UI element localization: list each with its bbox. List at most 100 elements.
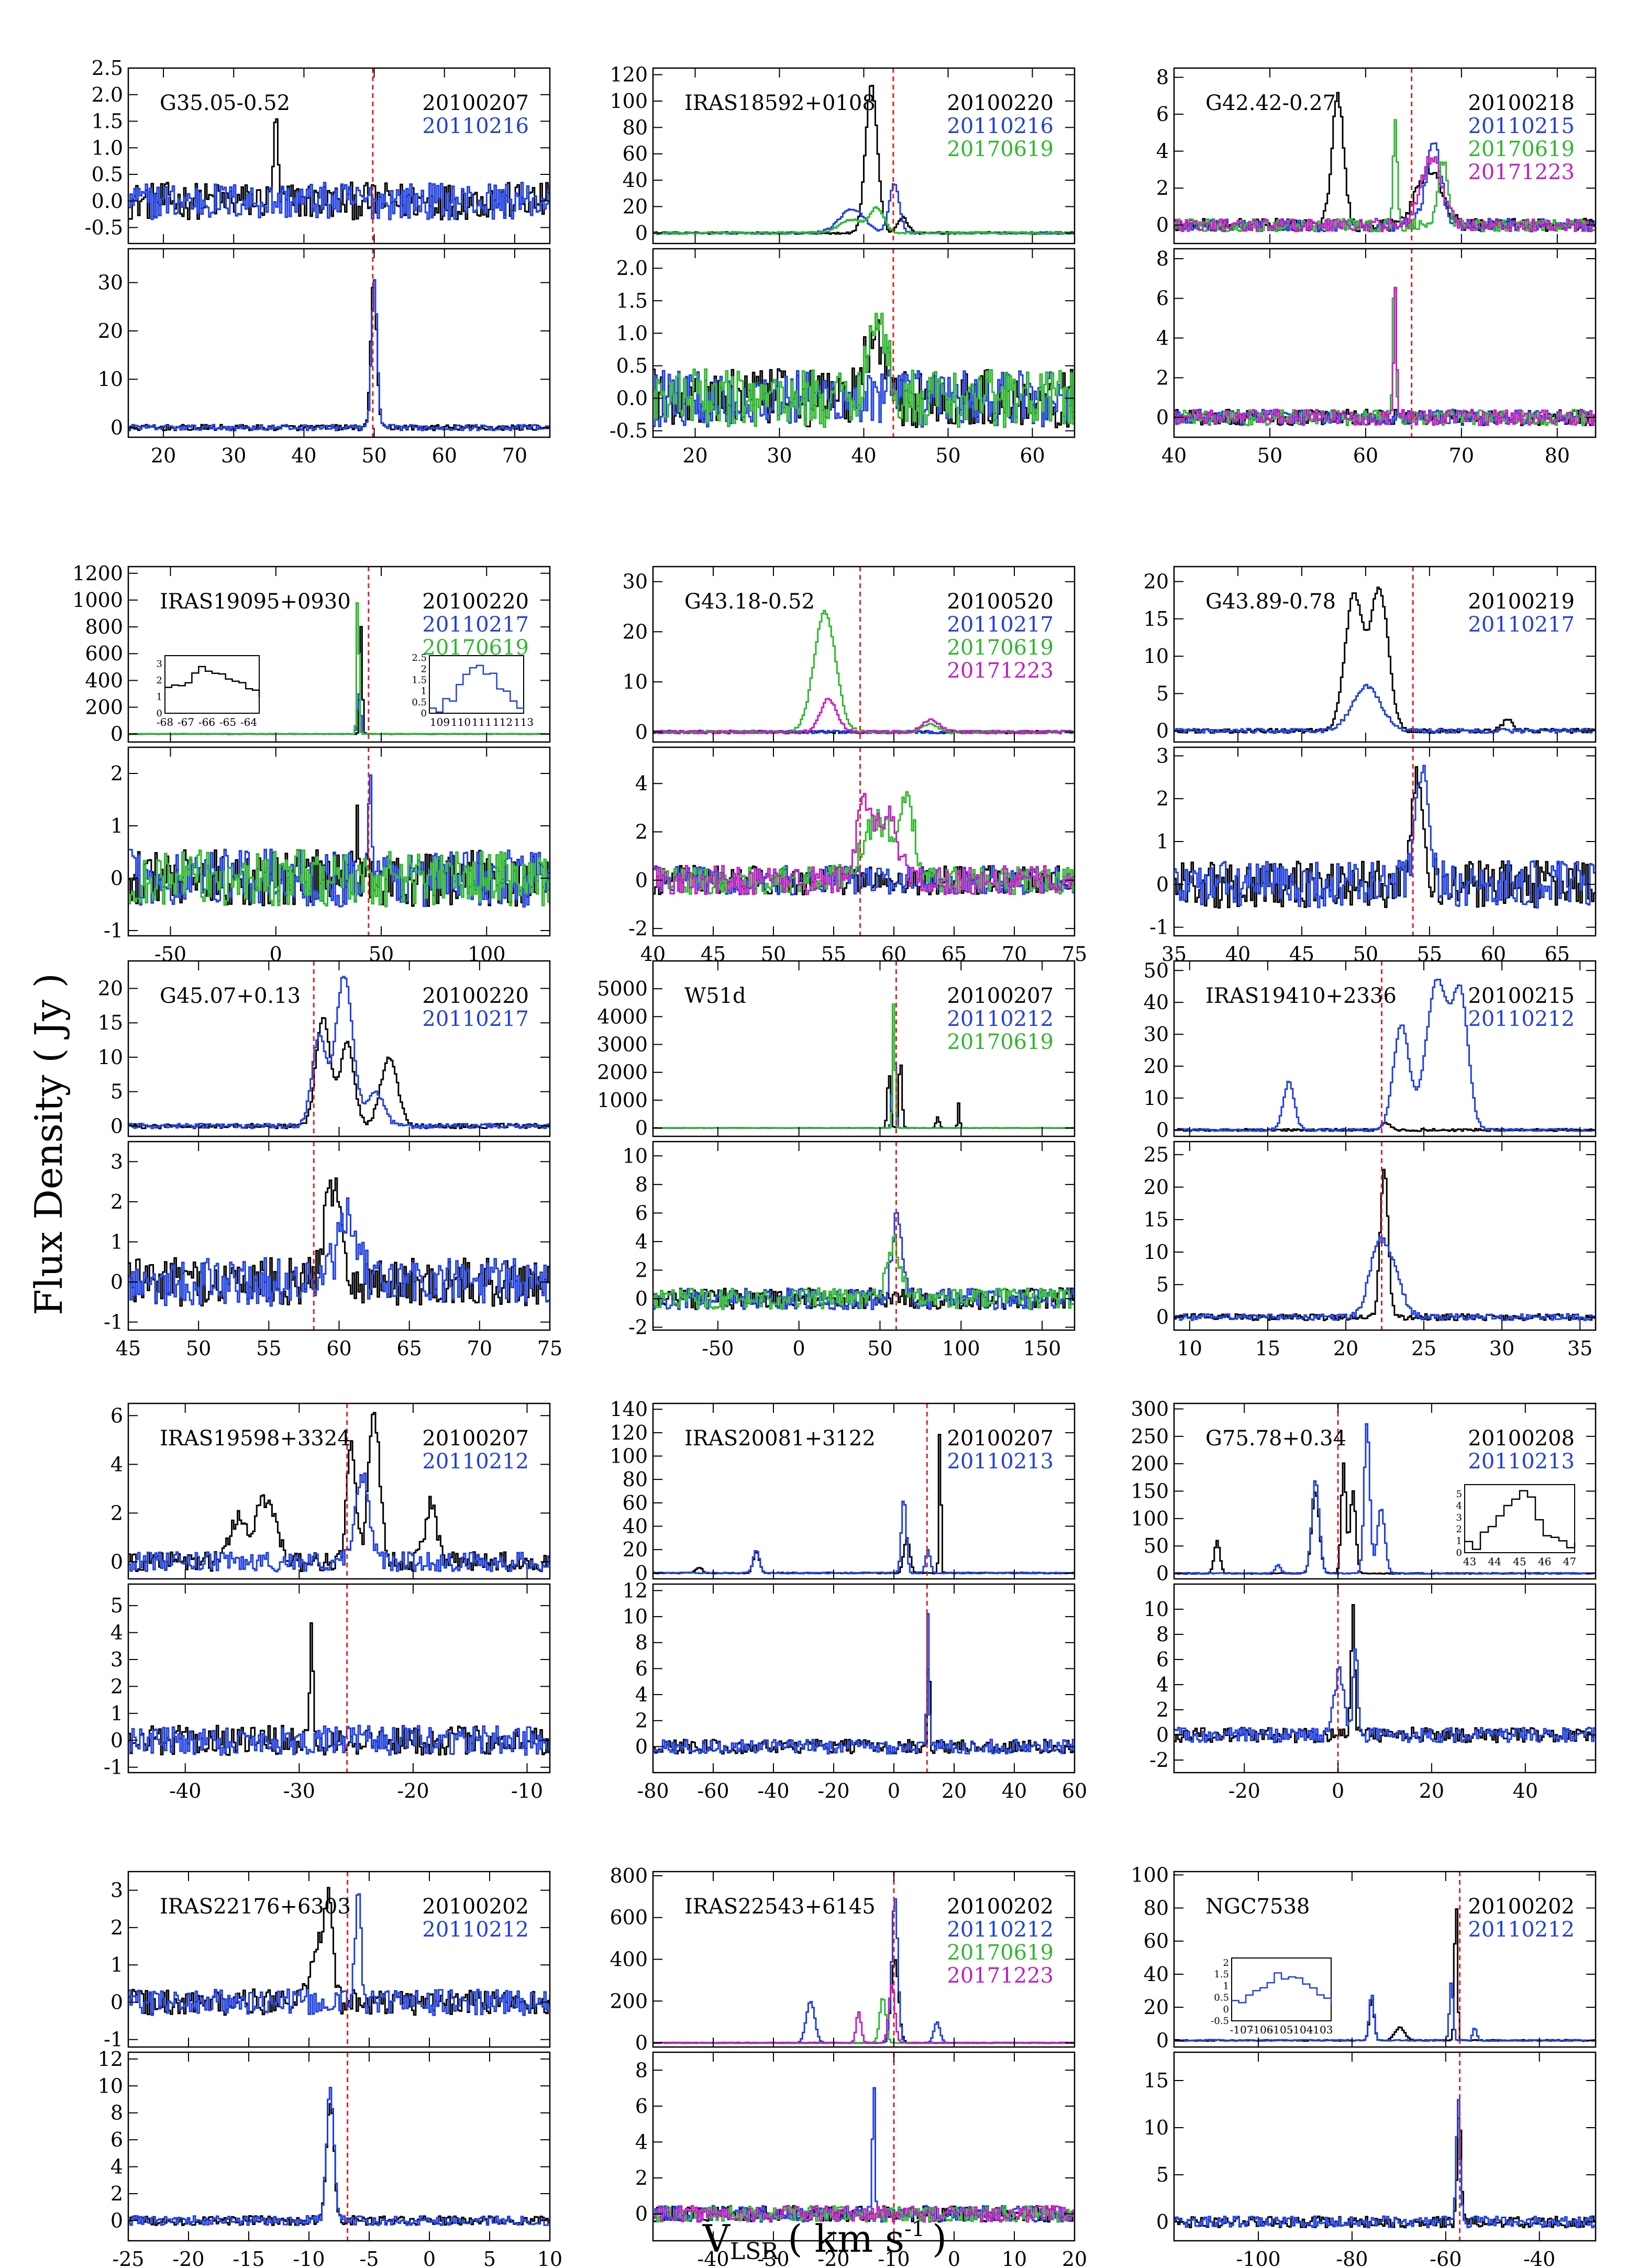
x-tick-label: 35: [1567, 1337, 1592, 1360]
inset-spectrum-line: [165, 666, 260, 698]
y-tick-label: 80: [623, 116, 648, 139]
x-tick-label: 0: [793, 1337, 805, 1360]
y-tick-label: 3: [110, 1150, 123, 1173]
spectrum-20110212: [1174, 1236, 1596, 1321]
spectra: [128, 976, 550, 1130]
plot-frame: [127, 1583, 551, 1774]
inset-y-tick-label: 2.5: [412, 652, 427, 663]
y-tick-label: 3: [110, 1879, 123, 1902]
plot-frame: [652, 2051, 1076, 2242]
spectra: [653, 1434, 1075, 1575]
x-tick-label: 0: [270, 943, 282, 966]
x-tick-label: 20: [942, 1779, 967, 1802]
y-tick-label: 0: [635, 1116, 648, 1139]
spectra: [128, 1412, 550, 1573]
y-tick-label: 150: [1131, 1480, 1169, 1503]
y-tick-label: 1200: [72, 562, 123, 585]
y-tick-label: 5: [110, 1080, 123, 1103]
y-tick-label: 0: [1156, 1723, 1169, 1746]
x-tick-label: 0: [888, 1779, 900, 1802]
y-tick-label: 5: [1156, 2163, 1169, 2186]
x-tick-label: 25: [1411, 1337, 1436, 1360]
spectra: [128, 1177, 550, 1307]
spectra: [128, 774, 550, 908]
bottom-subpanel: 0 2 4 6 8 -40 -30 -20 -10 0 10 20: [635, 2051, 1087, 2268]
inset-y-tick-label: 3: [1456, 1512, 1462, 1523]
spectrum-20170619: [653, 206, 1075, 235]
bottom-subpanel: 0 10 20 30 20 30 40 50 60 70: [98, 248, 551, 467]
y-tick-label: 20: [623, 620, 648, 643]
spectrum-20110212: [128, 1724, 550, 1756]
inset-y-tick-label: 2: [1456, 1524, 1462, 1535]
y-tick-label: 0.0: [616, 387, 648, 410]
top-subpanel: 0 10 20 30 40 50 IRAS19410+2336 201002152011021…: [1144, 959, 1597, 1142]
x-tick-label: -30: [757, 2248, 789, 2268]
y-tick-label: 40: [1144, 991, 1169, 1014]
spectrum-20170619: [653, 1234, 1075, 1310]
x-tick-label: 70: [467, 1337, 492, 1360]
y-tick-label: 12: [623, 1579, 648, 1602]
inset-x-tick-label: -65: [219, 716, 236, 728]
y-tick-label: 0: [110, 723, 123, 746]
plot-frame: [652, 1583, 1076, 1774]
plot-frame: [127, 1871, 551, 2048]
inset-x-tick-label: -106: [1250, 2023, 1274, 2036]
inset-y-tick-label: 0.5: [1214, 1993, 1229, 2004]
y-tick-label: 2.0: [92, 83, 123, 106]
epoch-label: 20110216: [422, 114, 529, 138]
spectra: [128, 1887, 550, 2016]
epoch-label: 20110213: [1468, 1450, 1575, 1474]
y-tick-label: 100: [610, 90, 648, 113]
plot-frame: [127, 2051, 551, 2242]
epoch-label: 20100207: [422, 91, 529, 115]
y-tick-label: 6: [1156, 287, 1169, 310]
spectrum-20100208: [1174, 1604, 1596, 1743]
x-tick-label: -25: [112, 2248, 144, 2268]
y-tick-label: 40: [623, 1515, 648, 1538]
y-tick-label: 200: [85, 696, 123, 719]
y-tick-label: 20: [623, 1538, 648, 1561]
x-tick-label: 30: [1489, 1337, 1514, 1360]
plot-frame: [127, 67, 551, 245]
spectrum-20100207: [128, 279, 550, 432]
spectra: [653, 1212, 1075, 1310]
inset-x-tick-label: 109: [430, 716, 450, 728]
y-tick-label: 10: [1144, 645, 1169, 668]
inset-y-tick-label: -0.5: [1211, 2016, 1229, 2027]
y-tick-label: 2: [110, 1675, 123, 1698]
inset-y-tick-label: 1.5: [412, 675, 427, 686]
spectra: [1174, 1908, 1596, 2042]
y-tick-label: 800: [610, 1864, 648, 1887]
plot-frame: [652, 566, 1076, 743]
y-tick-label: -0.5: [85, 216, 123, 239]
y-tick-label: 0: [1156, 873, 1169, 896]
y-tick-label: 8: [1156, 1623, 1169, 1646]
x-tick-label: -10: [511, 1779, 543, 1802]
inset-y-tick-label: 0: [1223, 2004, 1229, 2015]
x-tick-label: 30: [767, 444, 792, 467]
spectrum-20171223: [653, 2205, 1075, 2223]
epoch-label: 20110212: [1468, 1007, 1575, 1031]
x-tick-label: 40: [1002, 1779, 1027, 1802]
y-tick-label: 15: [1144, 1208, 1169, 1231]
y-tick-label: 4: [110, 2155, 123, 2178]
spectrum-20110213: [1174, 1423, 1596, 1575]
plot-frame: [652, 960, 1076, 1137]
y-tick-label: 2000: [597, 1061, 648, 1084]
x-tick-label: 55: [821, 943, 846, 966]
epoch-label: 20100220: [947, 91, 1054, 115]
inset-y-tick-label: 1: [1223, 1981, 1229, 1992]
bottom-subpanel: 0 5 10 15 -100 -80 -60 -40: [1144, 2051, 1597, 2268]
y-tick-label: 8: [110, 2101, 123, 2125]
epoch-label: 20100220: [422, 590, 529, 614]
epoch-label: 20110212: [947, 1918, 1054, 1942]
spectrum-20110217: [1174, 683, 1596, 734]
spectrum-20110212: [1174, 1982, 1596, 2042]
x-tick-label: -20: [817, 2248, 849, 2268]
